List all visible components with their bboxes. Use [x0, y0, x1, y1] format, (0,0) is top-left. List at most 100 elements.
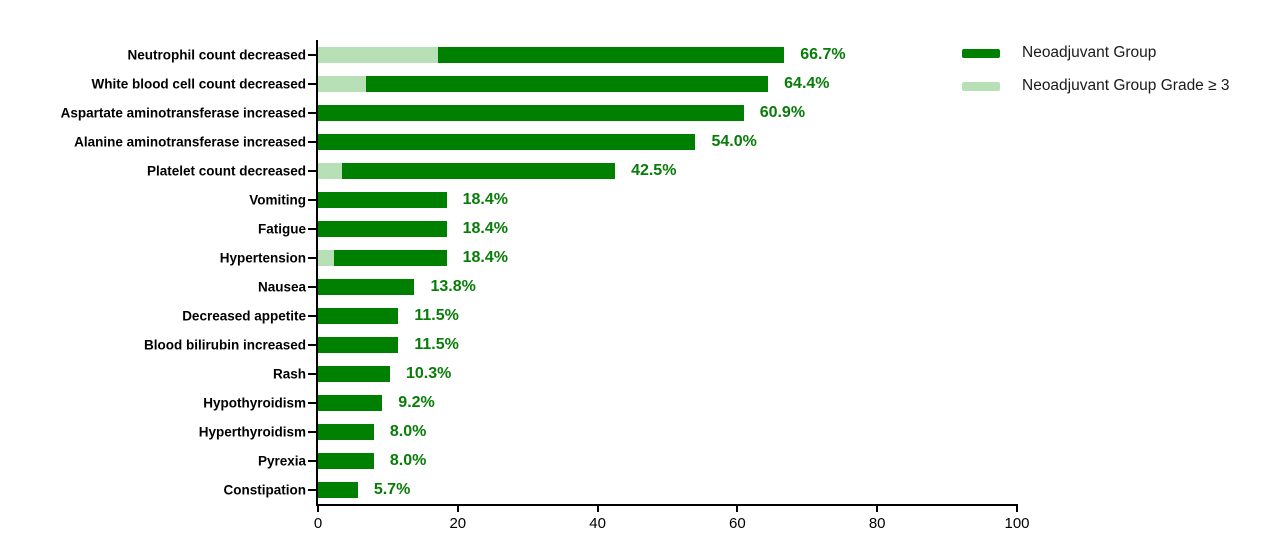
category-tick	[308, 82, 316, 85]
value-label: 13.8%	[430, 277, 476, 295]
bar-row: Alanine aminotransferase increased 54.0%	[74, 127, 1017, 156]
bar-row: White blood cell count decreased 64.4%	[91, 69, 1017, 98]
legend-swatch	[962, 48, 1000, 58]
bar-row: Hyperthyroidism 8.0%	[199, 417, 1017, 446]
bar-row: Hypertension 18.4%	[220, 243, 1017, 272]
category-label: Hypothyroidism	[203, 395, 306, 410]
bar-grade3-segment	[318, 249, 335, 266]
value-label: 42.5%	[631, 161, 677, 179]
value-label: 11.5%	[414, 306, 459, 324]
category-label: Blood bilirubin increased	[143, 337, 306, 352]
category-label: Pyrexia	[257, 453, 306, 468]
category-label: Fatigue	[257, 221, 306, 236]
category-label: Decreased appetite	[182, 308, 306, 323]
bar-row: Constipation 5.7%	[224, 475, 1017, 504]
bar-total	[318, 452, 374, 469]
x-axis-tick	[456, 504, 459, 512]
bar-row: Aspartate aminotransferase increased 60.9…	[61, 98, 1017, 127]
category-tick	[308, 111, 316, 114]
bar-grade3-segment	[318, 46, 439, 63]
category-label: Platelet count decreased	[146, 163, 306, 178]
value-label: 60.9%	[759, 103, 806, 121]
legend-label: Neoadjuvant Group	[1022, 44, 1157, 61]
legend-swatch	[962, 81, 1000, 91]
value-label: 18.4%	[462, 219, 508, 237]
value-label: 18.4%	[462, 190, 508, 208]
bar-total	[318, 307, 399, 324]
category-label: Hyperthyroidism	[198, 424, 306, 439]
bar-row: Nausea 13.8%	[258, 272, 1017, 301]
legend-label: Neoadjuvant Group Grade ≥ 3	[1022, 77, 1230, 94]
bar-grade3-segment	[318, 162, 342, 179]
x-axis-tick-label: 0	[313, 515, 323, 532]
category-tick	[308, 140, 316, 143]
bar-total	[318, 133, 696, 150]
value-label: 66.7%	[800, 45, 846, 63]
category-label: Rash	[272, 366, 306, 381]
category-tick	[308, 198, 316, 201]
value-label: 9.2%	[398, 393, 435, 411]
value-label: 10.3%	[405, 364, 452, 382]
bar-row: Vomiting 18.4%	[249, 185, 1017, 214]
category-label: Nausea	[257, 279, 306, 294]
x-axis-tick-label: 100	[1004, 515, 1030, 532]
category-tick	[308, 314, 316, 317]
x-axis-tick	[596, 504, 599, 512]
legend: Neoadjuvant Group Neoadjuvant Group Grade…	[962, 42, 1230, 108]
bar-row: Pyrexia 8.0%	[258, 446, 1017, 475]
category-label: Vomiting	[249, 192, 306, 207]
bar-total	[318, 365, 390, 382]
x-axis-tick-label: 60	[729, 515, 746, 532]
bar-total	[318, 394, 383, 411]
legend-item: Neoadjuvant Group	[962, 42, 1230, 64]
plot-area: Neutrophil count decreased 66.7% White blo…	[61, 40, 1030, 532]
x-axis-tick-label: 40	[589, 515, 606, 532]
category-tick	[308, 256, 316, 259]
bar-total	[318, 220, 447, 237]
bar-total	[318, 481, 358, 498]
bar-row: Neutrophil count decreased 66.7%	[127, 40, 1017, 69]
category-tick	[308, 488, 316, 491]
category-tick	[308, 227, 316, 230]
category-label: Hypertension	[219, 250, 306, 265]
x-axis-tick-label: 20	[449, 515, 467, 532]
bar-total	[318, 75, 769, 92]
value-label: 5.7%	[373, 480, 411, 498]
bar-total	[318, 278, 415, 295]
value-label: 18.4%	[462, 248, 508, 266]
bar-row: Fatigue 18.4%	[258, 214, 1017, 243]
bar-row: Blood bilirubin increased 11.5%	[144, 330, 1017, 359]
legend-item: Neoadjuvant Group Grade ≥ 3	[962, 75, 1230, 97]
bar-row: Rash 10.3%	[273, 359, 1017, 388]
category-tick	[308, 372, 316, 375]
bar-total	[318, 336, 399, 353]
x-axis-tick	[736, 504, 739, 512]
value-label: 54.0%	[711, 132, 757, 150]
category-tick	[308, 285, 316, 288]
category-tick	[308, 401, 316, 404]
category-tick	[308, 343, 316, 346]
bar-row: Decreased appetite 11.5%	[182, 301, 1017, 330]
x-axis-tick	[317, 504, 319, 512]
bar-total	[318, 249, 447, 266]
bar-row: Platelet count decreased 42.5%	[147, 156, 1017, 185]
bar-total	[318, 423, 374, 440]
category-label: Alanine aminotransferase increased	[74, 134, 306, 149]
category-label: Neutrophil count decreased	[127, 47, 306, 62]
category-tick	[308, 459, 316, 462]
bar-total	[318, 191, 447, 208]
value-label: 8.0%	[389, 451, 427, 469]
bar-row: Hypothyroidism 9.2%	[203, 388, 1017, 417]
value-label: 64.4%	[784, 74, 830, 92]
category-tick	[308, 169, 316, 172]
x-axis-tick-label: 80	[868, 515, 886, 532]
bar-total	[318, 162, 616, 179]
category-label: Aspartate aminotransferase increased	[60, 105, 306, 120]
value-label: 8.0%	[389, 422, 427, 440]
category-label: Constipation	[223, 482, 307, 497]
bar-total	[318, 104, 744, 121]
category-tick	[308, 430, 316, 433]
category-label: White blood cell count decreased	[91, 76, 306, 91]
x-axis-tick	[876, 504, 879, 512]
